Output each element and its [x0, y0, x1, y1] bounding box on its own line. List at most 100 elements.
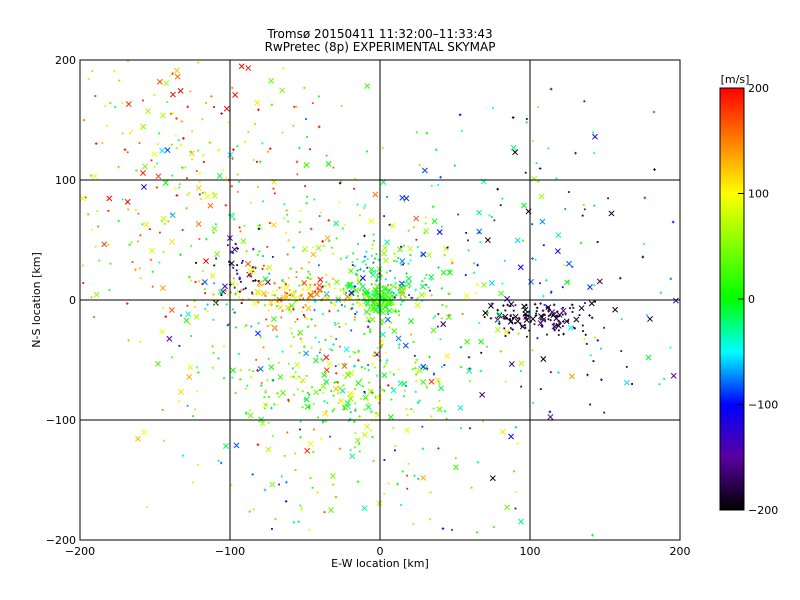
data-point	[272, 187, 275, 190]
data-point	[245, 260, 252, 267]
data-point	[244, 287, 247, 290]
data-point	[493, 219, 496, 222]
data-point	[556, 314, 558, 317]
data-point	[395, 335, 402, 342]
data-point	[222, 376, 226, 380]
data-point	[407, 229, 410, 232]
data-point	[93, 291, 100, 298]
data-point	[125, 101, 132, 108]
data-point	[240, 302, 243, 304]
data-point	[271, 527, 273, 530]
data-point	[356, 480, 360, 483]
data-point	[267, 309, 270, 312]
data-point	[413, 474, 416, 477]
data-point	[304, 447, 311, 454]
data-point	[405, 381, 408, 384]
data-point	[266, 378, 269, 382]
data-point	[361, 431, 368, 438]
data-point	[563, 318, 570, 325]
data-point	[506, 303, 509, 307]
data-point	[281, 310, 284, 312]
data-point	[428, 289, 431, 292]
data-point	[360, 378, 363, 381]
data-point	[408, 294, 410, 296]
data-point	[326, 360, 333, 367]
data-point	[232, 308, 234, 311]
data-point	[196, 366, 198, 369]
data-point	[594, 300, 596, 303]
data-point	[496, 311, 503, 318]
data-point	[264, 407, 266, 410]
data-point	[372, 261, 375, 264]
data-point	[342, 290, 345, 293]
data-point	[368, 320, 371, 323]
data-point	[361, 385, 364, 388]
data-point	[370, 300, 373, 303]
data-point	[126, 202, 129, 205]
data-point	[298, 375, 300, 378]
data-point	[589, 354, 592, 357]
data-point	[340, 104, 343, 107]
data-point	[353, 364, 356, 368]
data-point	[403, 395, 406, 398]
data-point	[302, 86, 306, 90]
data-point	[567, 191, 570, 193]
data-point	[526, 318, 528, 320]
data-point	[402, 244, 405, 247]
data-point	[441, 304, 444, 306]
data-point	[291, 367, 294, 370]
data-point	[439, 276, 442, 279]
data-point	[356, 311, 358, 313]
data-point	[352, 252, 355, 255]
data-point	[558, 323, 560, 326]
data-point	[212, 352, 215, 354]
data-point	[356, 269, 360, 272]
data-point	[288, 302, 295, 309]
data-point	[174, 73, 181, 80]
data-point	[671, 220, 675, 224]
data-point	[220, 112, 223, 115]
data-point	[327, 282, 331, 286]
data-point	[405, 385, 407, 387]
data-point	[398, 314, 400, 316]
data-point	[385, 305, 388, 308]
data-point	[552, 322, 556, 326]
data-point	[618, 276, 622, 280]
data-point	[362, 292, 364, 295]
data-point	[541, 314, 544, 318]
data-point	[383, 459, 386, 461]
data-point	[295, 160, 299, 164]
data-point	[336, 391, 340, 395]
data-point	[318, 351, 321, 354]
data-point	[557, 329, 560, 332]
data-point	[430, 294, 433, 297]
data-point	[212, 192, 215, 195]
data-point	[360, 365, 364, 369]
data-point	[469, 427, 471, 430]
data-point	[476, 209, 483, 216]
data-point	[178, 400, 180, 403]
data-point	[260, 384, 263, 387]
data-point	[397, 257, 400, 259]
data-point	[407, 462, 410, 465]
data-point	[316, 491, 319, 494]
data-point	[333, 381, 336, 384]
data-point	[156, 143, 159, 146]
data-point	[268, 147, 272, 150]
data-point	[463, 293, 470, 299]
data-point	[514, 304, 517, 307]
data-point	[386, 295, 389, 298]
data-point	[291, 294, 294, 297]
data-point	[264, 279, 271, 286]
data-point	[569, 307, 571, 310]
data-point	[403, 287, 407, 291]
data-point	[524, 324, 526, 327]
data-point	[247, 130, 250, 133]
data-point	[432, 317, 435, 320]
data-point	[305, 317, 309, 321]
data-point	[465, 232, 468, 234]
data-point	[572, 306, 575, 309]
data-point	[317, 264, 320, 267]
data-point	[426, 367, 429, 370]
data-point	[94, 95, 97, 97]
